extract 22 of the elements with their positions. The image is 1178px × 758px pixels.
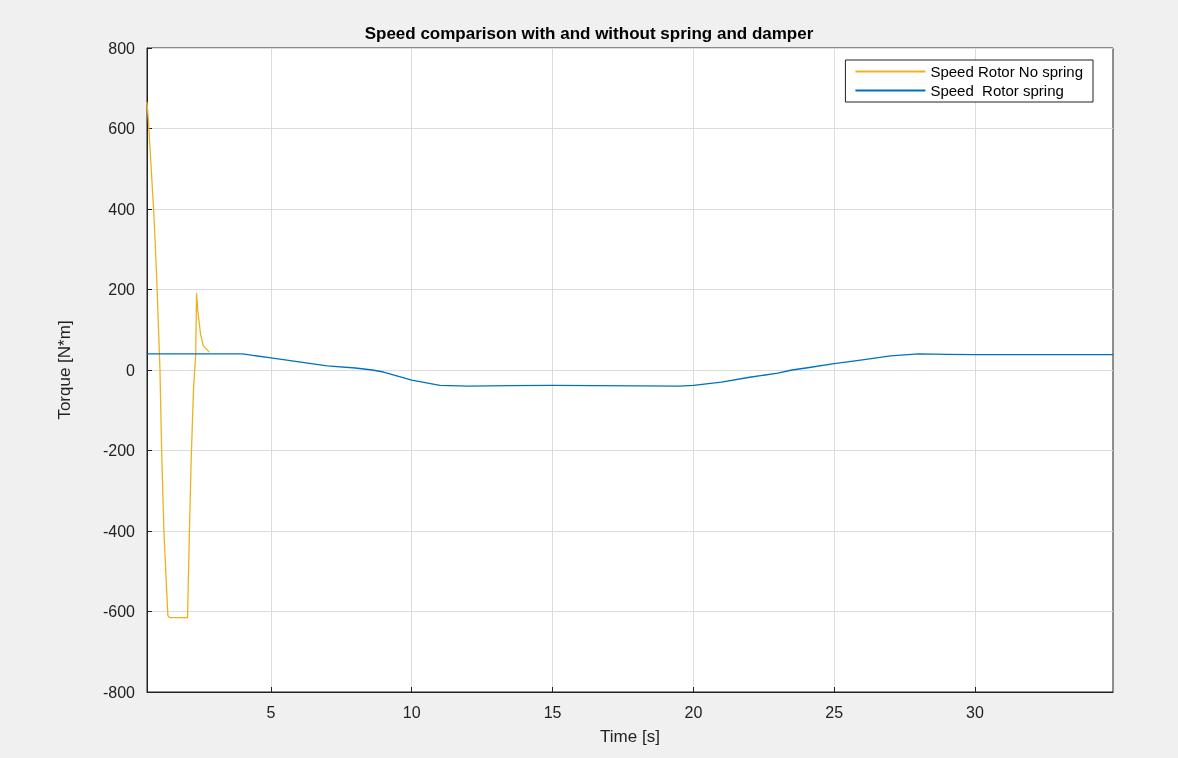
legend-label: Speed Rotor spring (930, 82, 1064, 99)
y-tick-label: -600 (102, 603, 136, 620)
x-axis-title: Time [s] (600, 727, 660, 746)
x-tick-label: 10 (402, 703, 421, 721)
y-tick-label: -200 (102, 442, 136, 459)
line-series (146, 353, 1114, 387)
y-axis-title: Torque [N*m] (55, 320, 74, 420)
chart-title: Speed comparison with and without spring and damper (364, 24, 814, 43)
line-series (146, 101, 210, 619)
x-tick-label: 5 (266, 703, 276, 721)
y-tick-label: 0 (126, 361, 136, 379)
y-tick-label: -800 (102, 683, 136, 701)
y-tick-label: 200 (108, 281, 136, 298)
y-tick-label: -400 (102, 522, 136, 540)
x-tick-label: 25 (825, 703, 844, 721)
y-tick-label: 600 (108, 120, 136, 137)
y-tick-label: 400 (108, 200, 136, 218)
y-tick-label: 800 (108, 39, 136, 57)
x-tick-label: 15 (543, 703, 562, 721)
legend-label: Speed Rotor No spring (930, 63, 1084, 80)
x-tick-label: 30 (966, 703, 984, 721)
x-tick-label: 20 (684, 703, 703, 721)
